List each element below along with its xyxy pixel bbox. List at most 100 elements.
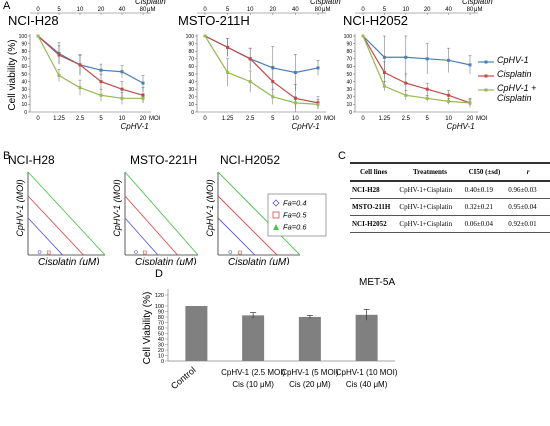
y-tick-label: 60 xyxy=(158,326,164,332)
data-point xyxy=(447,58,451,62)
top-axis-title: Cisplatin xyxy=(462,0,493,6)
data-point xyxy=(120,87,124,91)
top-tick-label: 80 xyxy=(140,7,147,13)
y-tick-label: 50 xyxy=(188,72,194,78)
y-tick-label: 0 xyxy=(191,110,194,116)
y-tick-label: 40 xyxy=(158,337,164,343)
y-tick-label: 60 xyxy=(21,64,27,70)
isobole-fa05 xyxy=(27,195,84,256)
series-3 xyxy=(203,34,320,109)
data-point xyxy=(120,96,124,100)
series-2 xyxy=(203,34,320,112)
y-tick-label: 70 xyxy=(188,57,194,63)
panel-letter-a: A xyxy=(3,0,11,12)
top-tick-label: 10 xyxy=(77,7,84,13)
data-point xyxy=(226,70,230,74)
series-3 xyxy=(36,34,145,105)
y-tick-label: 70 xyxy=(346,57,352,63)
y-tick-label: 80 xyxy=(158,315,164,321)
data-point xyxy=(248,80,252,84)
top-tick-label: 0 xyxy=(361,7,365,13)
category-label-line2: Cis (20 μM) xyxy=(289,380,331,389)
data-point xyxy=(382,70,386,74)
ci50-table: Cell lines Treatments CI50 (±sd) r NCI-H… xyxy=(350,162,550,233)
x-unit: MOI xyxy=(149,116,161,122)
data-point xyxy=(468,101,472,105)
category-label: CpHV-1 (5 MOI) xyxy=(281,368,339,377)
top-tick-label: 20 xyxy=(269,7,276,13)
y-tick-label: 60 xyxy=(346,64,352,70)
top-tick-label: 0 xyxy=(36,7,40,13)
header-treatments: Treatments xyxy=(397,162,463,182)
bar xyxy=(355,314,378,361)
data-point xyxy=(425,57,429,61)
y-tick-label: 40 xyxy=(346,79,352,85)
data-point xyxy=(238,250,242,255)
isobologram-1: NCI-H28 CpHV-1 (MOI) Cisplatin (μM) xyxy=(8,153,106,265)
legend-label: Fa=0.5 xyxy=(283,211,307,220)
data-point xyxy=(134,250,138,254)
y-tick-label: 60 xyxy=(188,64,194,70)
data-point xyxy=(316,66,320,70)
series-line xyxy=(362,35,471,66)
top-unit: μM xyxy=(147,7,155,13)
category-label: Control xyxy=(169,365,198,391)
y-tick-label: 90 xyxy=(346,41,352,47)
top-tick-label: 80 xyxy=(467,7,474,13)
cell-r: 0.96±0.03 xyxy=(506,181,550,199)
series-line xyxy=(204,35,319,105)
y-tick-label: 10 xyxy=(346,102,352,108)
y-tick-label: 0 xyxy=(161,359,164,365)
bar xyxy=(298,317,321,361)
data-point xyxy=(404,55,408,59)
table-row: NCI-H2052 CpHV-1+Cisplatin 0.06±0.04 0.9… xyxy=(350,215,550,233)
y-tick-label: 100 xyxy=(19,34,28,40)
top-unit: μM xyxy=(474,7,482,13)
cell-r: 0.95±0.04 xyxy=(506,198,550,216)
x-tick-label: 5 xyxy=(271,116,275,122)
y-tick-label: 90 xyxy=(188,41,194,47)
top-axis-title: Cisplatin xyxy=(310,0,341,6)
data-point xyxy=(37,250,42,254)
x-unit: MOI xyxy=(324,116,336,122)
panel-letter-b: B xyxy=(3,150,11,162)
data-point xyxy=(316,102,320,106)
y-tick-label: 50 xyxy=(346,72,352,78)
isobologram-ylabel: CpHV-1 (MOI) xyxy=(205,179,215,236)
data-point xyxy=(382,55,386,59)
x-tick-label: 0 xyxy=(361,116,365,122)
series-line xyxy=(204,35,319,104)
data-point xyxy=(99,93,103,97)
x-tick-label: 0 xyxy=(36,116,40,122)
x-tick-label: 20 xyxy=(140,116,147,122)
legend-marker xyxy=(272,199,280,207)
y-tick-label: 80 xyxy=(346,49,352,55)
data-point xyxy=(78,63,82,67)
y-tick-label: 100 xyxy=(186,34,195,40)
data-point xyxy=(120,70,124,74)
isobologram-ylabel: CpHV-1 (MOI) xyxy=(112,179,122,236)
data-point xyxy=(447,93,451,97)
category-label: CpHV-1 (10 MOI) xyxy=(336,368,398,377)
data-point xyxy=(228,250,233,254)
isobole-fa05 xyxy=(217,195,278,256)
cell-r: 0.92±0.01 xyxy=(506,215,550,233)
legend-label-cont: Cisplatin xyxy=(497,93,532,103)
series-line xyxy=(37,35,144,84)
data-point xyxy=(57,74,61,78)
header-ci50: CI50 (±sd) xyxy=(462,162,507,182)
isobologram-2: MSTO-221H CpHV-1 (MOI) Cisplatin (μM) xyxy=(112,153,199,265)
legend-marker xyxy=(484,88,488,92)
y-tick-label: 30 xyxy=(346,87,352,93)
x-tick-label: 20 xyxy=(467,116,474,122)
x-axis-title: CpHV-1 xyxy=(447,122,475,131)
y-tick-label: 80 xyxy=(188,49,194,55)
x-tick-label: 10 xyxy=(292,116,299,122)
series-line xyxy=(362,35,471,104)
top-tick-label: 10 xyxy=(402,7,409,13)
x-unit: MOI xyxy=(476,116,488,122)
top-tick-label: 5 xyxy=(383,7,387,13)
cell-treatment: CpHV-1+Cisplatin xyxy=(397,198,463,216)
